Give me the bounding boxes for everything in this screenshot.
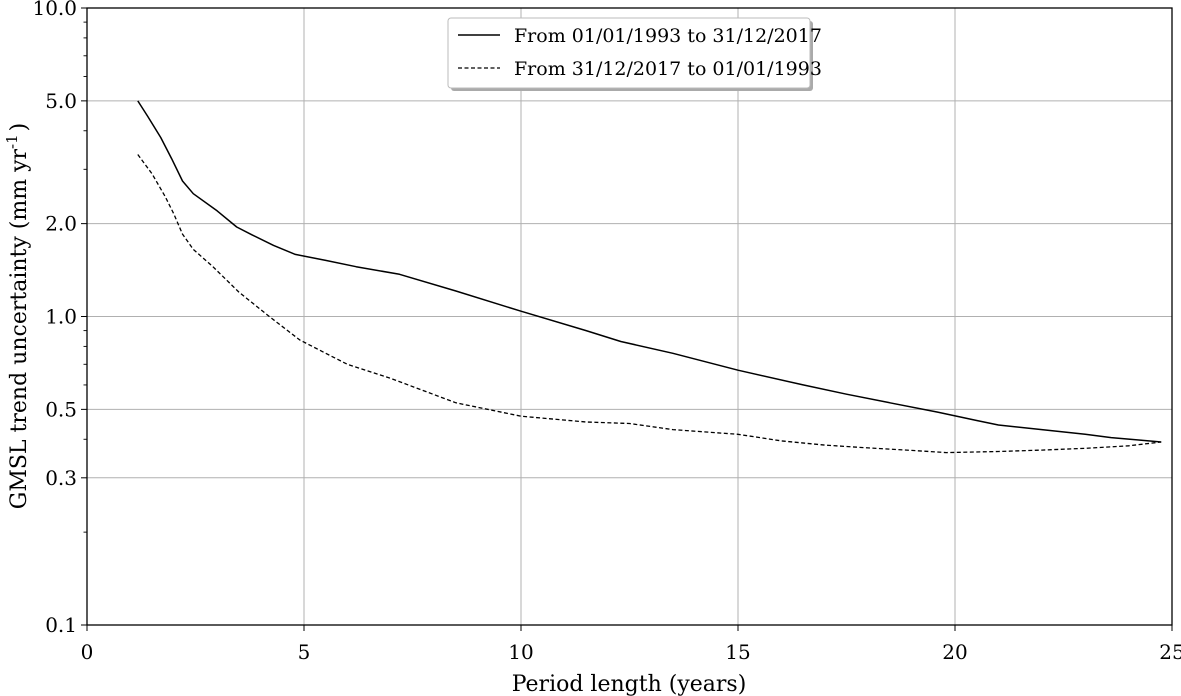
x-tick-label: 0 <box>81 640 94 664</box>
y-tick-label: 5.0 <box>45 89 77 113</box>
y-tick-label: 0.1 <box>45 613 77 637</box>
legend-label-backward: From 31/12/2017 to 01/01/1993 <box>514 58 822 80</box>
x-tick-label: 15 <box>725 640 750 664</box>
y-axis-label-close: ) <box>7 123 32 132</box>
y-axis-label: GMSL trend uncertainty (mm yr-1) <box>3 123 32 509</box>
y-axis-label-main: GMSL trend uncertainty (mm yr <box>7 148 32 509</box>
series-line-forward <box>137 100 1162 443</box>
ticks <box>81 7 1173 631</box>
x-tick-label: 20 <box>942 640 967 664</box>
y-tick-label: 2.0 <box>45 212 77 236</box>
series-line-backward <box>137 154 1162 454</box>
x-tick-label: 25 <box>1159 640 1181 664</box>
x-tick-label: 10 <box>508 640 533 664</box>
y-tick-label: 0.5 <box>45 397 77 421</box>
tick-labels: 0 5 10 15 20 25 0.1 0.3 0.5 1.0 2.0 5.0 10.0 <box>32 0 1181 664</box>
legend-box <box>447 17 811 89</box>
y-axis-label-sup: -1 <box>3 134 21 149</box>
y-tick-label: 10.0 <box>32 0 77 20</box>
x-tick-label: 5 <box>298 640 311 664</box>
y-tick-label: 1.0 <box>45 305 77 329</box>
y-tick-label: 0.3 <box>45 466 77 490</box>
series-group <box>137 100 1162 454</box>
x-axis-label: Period length (years) <box>512 672 747 696</box>
legend: From 01/01/1993 to 31/12/2017 From 31/12… <box>447 17 822 91</box>
legend-label-forward: From 01/01/1993 to 31/12/2017 <box>514 25 822 47</box>
